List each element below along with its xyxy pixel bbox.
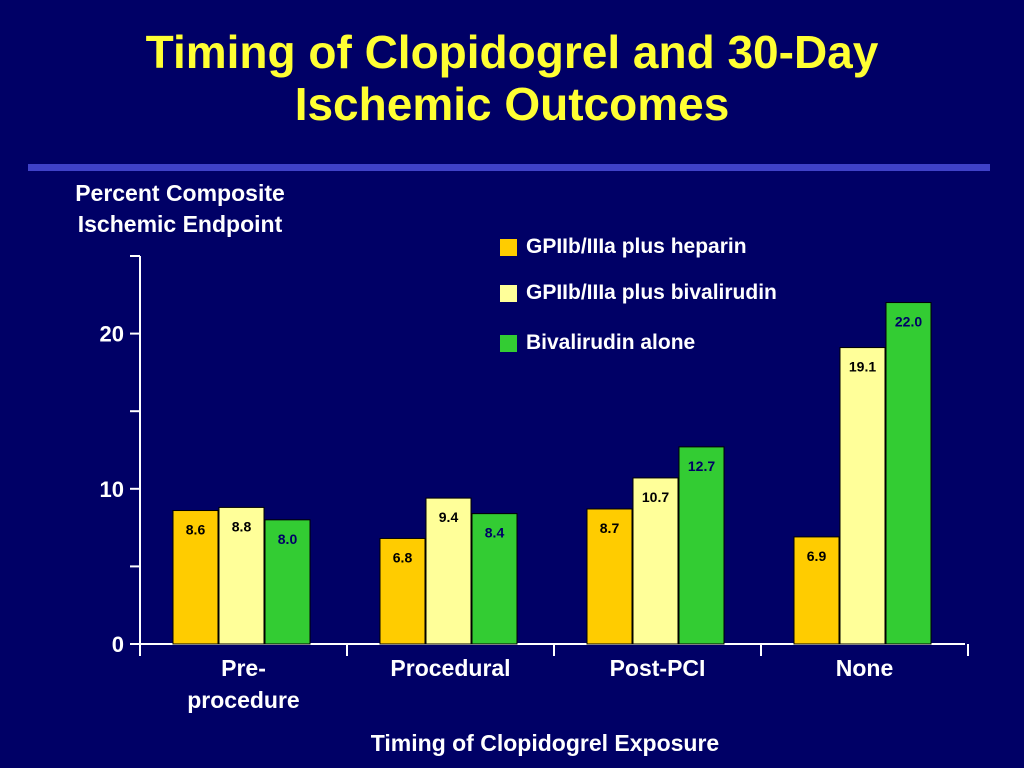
category-label-1-0: Procedural [390, 655, 510, 681]
data-label-s2-c3: 22.0 [895, 314, 922, 330]
title-line-2: Ischemic Outcomes [294, 78, 730, 130]
y-axis-title-line-1: Percent Composite [75, 180, 285, 206]
bar-s1-c2 [632, 477, 679, 645]
data-label-s0-c3: 6.9 [807, 548, 827, 564]
bar-s1-c0 [218, 506, 265, 645]
data-label-s2-c2: 12.7 [688, 458, 715, 474]
data-label-s2-c1: 8.4 [485, 525, 505, 541]
data-label-s1-c3: 19.1 [849, 359, 876, 375]
bar-s2-c0 [264, 519, 311, 645]
data-label-s0-c1: 6.8 [393, 549, 413, 565]
y-tick-label-10: 10 [100, 477, 124, 502]
data-label-s1-c0: 8.8 [232, 518, 252, 534]
bar-s0-c2 [586, 508, 633, 645]
y-tick-label-0: 0 [112, 632, 124, 657]
bar-s2-c2 [678, 446, 725, 645]
x-axis-title: Timing of Clopidogrel Exposure [370, 730, 720, 756]
y-tick-label-20: 20 [100, 322, 124, 347]
bar-s0-c0 [172, 510, 219, 645]
legend-label-bivalirudin-alone: Bivalirudin alone [526, 331, 696, 354]
title-divider [28, 164, 990, 171]
y-axis-title: Percent Composite Ischemic Endpoint [30, 178, 330, 240]
bar-s1-c3 [839, 347, 886, 645]
bar-s2-c3 [885, 302, 932, 645]
category-label-0-1: procedure [187, 687, 299, 713]
data-label-s1-c1: 9.4 [439, 509, 459, 525]
bar-s0-c1 [379, 537, 426, 645]
data-label-s0-c0: 8.6 [186, 522, 206, 538]
data-label-s2-c0: 8.0 [278, 531, 298, 547]
bar-s1-c1 [425, 497, 472, 645]
slide-title: Timing of Clopidogrel and 30-Day Ischemi… [0, 26, 1024, 130]
category-label-2-0: Post-PCI [610, 655, 706, 681]
legend-swatch-bivalirudin-alone [500, 335, 517, 352]
bar-s0-c3 [793, 536, 840, 645]
bar-s2-c1 [471, 513, 518, 645]
legend-swatch-bivalirudin-combo [500, 285, 517, 302]
category-label-3-0: None [836, 655, 894, 681]
legend-label-bivalirudin-combo: GPIIb/IIIa plus bivalirudin [526, 281, 777, 304]
category-label-0-0: Pre- [221, 655, 266, 681]
y-axis-title-line-2: Ischemic Endpoint [77, 211, 283, 237]
data-label-s1-c2: 10.7 [642, 489, 669, 505]
title-line-1: Timing of Clopidogrel and 30-Day [145, 26, 879, 78]
legend-swatch-heparin [500, 239, 517, 256]
data-label-s0-c2: 8.7 [600, 520, 620, 536]
legend-label-heparin: GPIIb/IIIa plus heparin [526, 235, 747, 258]
